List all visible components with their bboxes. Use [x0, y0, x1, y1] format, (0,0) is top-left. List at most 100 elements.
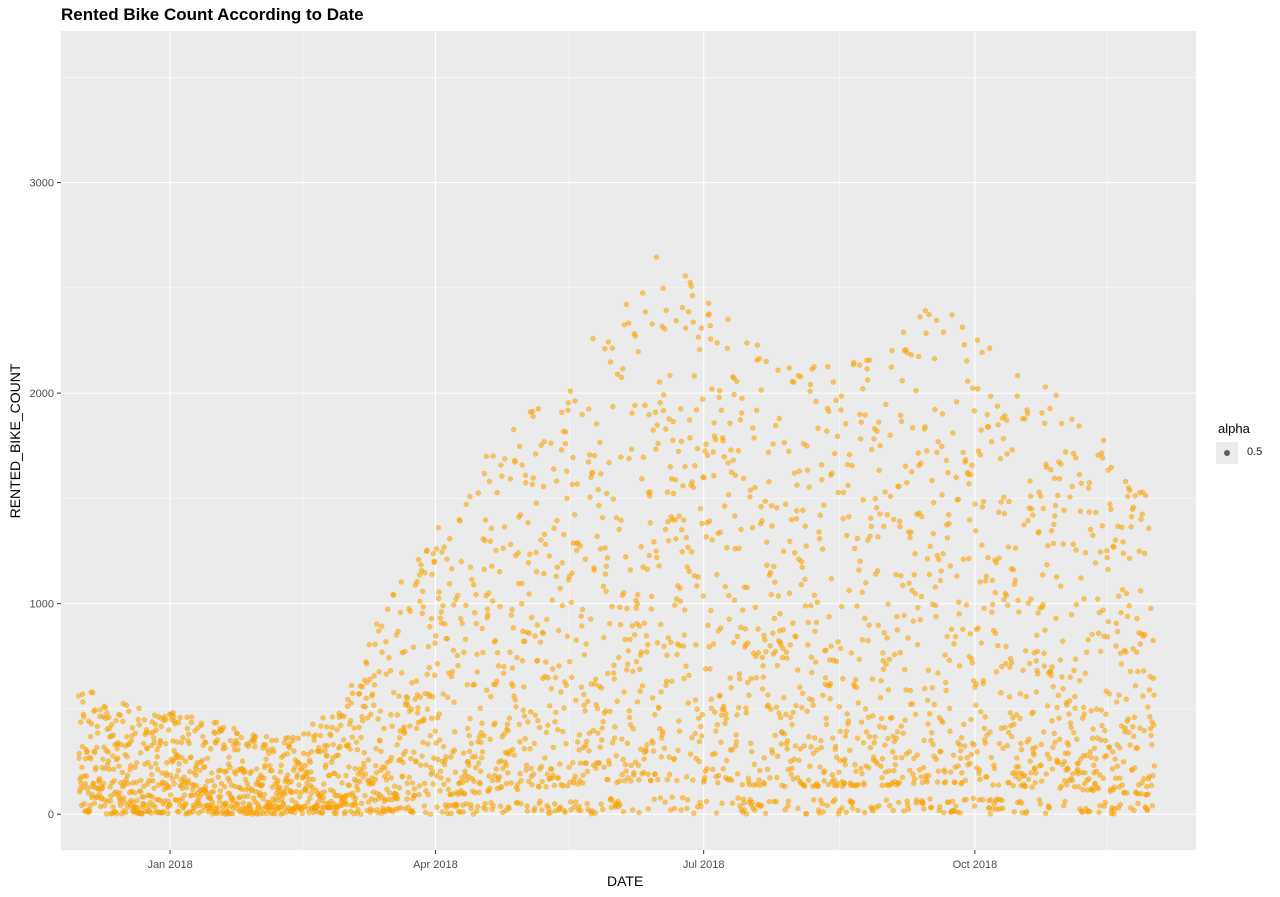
data-point — [371, 673, 377, 679]
data-point — [93, 764, 99, 771]
data-point — [457, 518, 463, 524]
data-point — [412, 696, 418, 702]
data-point — [730, 457, 736, 463]
data-point — [678, 438, 685, 445]
data-point — [944, 633, 950, 640]
data-point — [594, 705, 601, 712]
data-point — [358, 800, 365, 807]
data-point — [510, 683, 516, 689]
data-point — [656, 705, 662, 711]
y-axis-title: RENTED_BIKE_COUNT — [7, 363, 23, 519]
data-point — [986, 345, 993, 352]
data-point — [737, 624, 744, 631]
data-point — [796, 757, 802, 764]
data-point — [642, 402, 648, 409]
data-point — [626, 714, 633, 721]
data-point — [1065, 742, 1072, 748]
data-point — [240, 800, 246, 806]
data-point — [1059, 638, 1066, 644]
data-point — [799, 704, 805, 711]
data-point — [918, 593, 925, 600]
data-point — [839, 805, 845, 811]
data-point — [694, 706, 700, 712]
data-point — [559, 602, 566, 609]
data-point — [740, 475, 747, 482]
data-point — [106, 766, 112, 773]
data-point — [81, 714, 87, 720]
data-point — [493, 766, 500, 772]
data-point — [640, 564, 646, 570]
data-point — [859, 770, 865, 777]
data-point — [1028, 596, 1034, 602]
data-point — [449, 669, 456, 675]
legend-dot-icon — [1224, 450, 1230, 456]
data-point — [634, 699, 641, 705]
data-point — [803, 543, 809, 549]
data-point — [785, 803, 791, 809]
data-point — [185, 731, 192, 738]
data-point — [500, 545, 506, 552]
data-point — [930, 499, 937, 506]
data-point — [933, 613, 939, 620]
data-point — [979, 504, 986, 510]
data-point — [679, 549, 685, 555]
data-point — [1001, 510, 1008, 517]
data-point — [1028, 506, 1035, 512]
data-point — [791, 379, 797, 385]
data-point — [1050, 744, 1056, 751]
data-point — [111, 777, 118, 784]
data-point — [105, 749, 111, 755]
data-point — [440, 743, 447, 750]
data-point — [707, 336, 714, 342]
data-point — [529, 481, 536, 488]
data-point — [758, 802, 765, 809]
data-point — [680, 643, 687, 649]
data-point — [470, 582, 477, 588]
data-point — [1134, 615, 1140, 622]
data-point — [531, 740, 538, 747]
data-point — [506, 805, 512, 812]
data-point — [1078, 575, 1084, 581]
data-point — [701, 474, 707, 481]
data-point — [475, 760, 482, 766]
data-point — [1081, 711, 1088, 718]
data-point — [629, 410, 635, 416]
data-point — [516, 443, 523, 450]
data-point — [100, 756, 106, 762]
data-point — [661, 643, 667, 650]
data-point — [836, 769, 842, 776]
data-point — [981, 605, 987, 612]
data-point — [1108, 506, 1114, 513]
data-point — [857, 436, 864, 442]
data-point — [511, 752, 518, 758]
data-point — [337, 743, 343, 750]
data-point — [949, 312, 955, 318]
data-point — [474, 803, 481, 810]
data-point — [1012, 545, 1019, 551]
data-point — [415, 556, 422, 563]
data-point — [1141, 776, 1147, 782]
data-point — [1142, 492, 1149, 499]
data-point — [506, 715, 513, 721]
data-point — [512, 459, 518, 465]
data-point — [807, 388, 813, 395]
data-point — [597, 546, 604, 552]
data-point — [767, 569, 774, 576]
data-point — [1141, 728, 1147, 734]
data-point — [599, 737, 605, 743]
data-point — [1053, 574, 1060, 580]
data-point — [883, 797, 890, 803]
data-point — [335, 752, 341, 758]
data-point — [373, 769, 380, 776]
data-point — [707, 666, 713, 672]
data-point — [1044, 751, 1051, 758]
data-point — [428, 615, 435, 622]
data-point — [1149, 803, 1156, 809]
data-point — [862, 412, 868, 418]
data-point — [343, 772, 349, 779]
data-point — [354, 747, 361, 753]
data-point — [939, 411, 946, 417]
data-point — [425, 791, 431, 798]
data-point — [1005, 729, 1012, 736]
data-point — [827, 696, 833, 702]
